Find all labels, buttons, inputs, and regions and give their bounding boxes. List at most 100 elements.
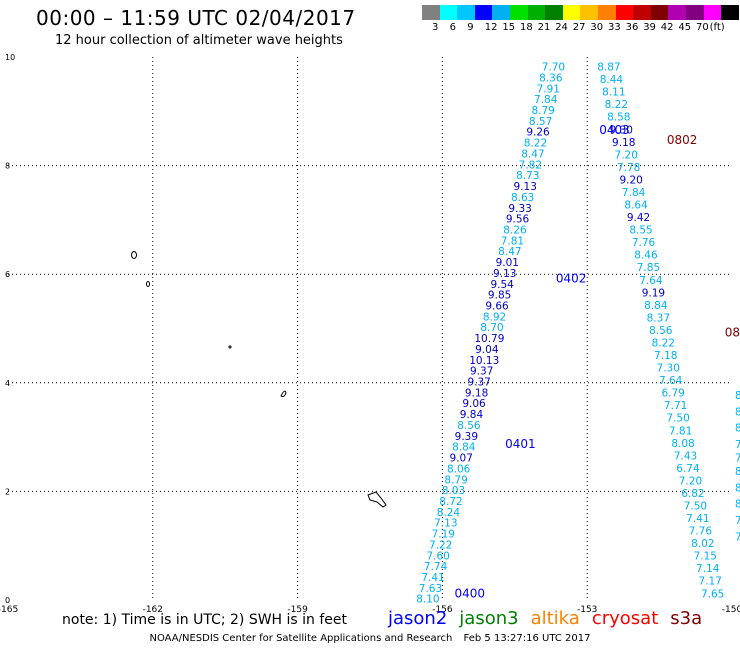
- s3a-value: 7.14: [696, 563, 720, 575]
- s3a-value: 7.17: [699, 576, 722, 588]
- s3a-value: 7.76: [689, 526, 713, 538]
- color-swatch: [633, 5, 651, 20]
- jason2-value: 8.24: [437, 507, 461, 519]
- jason2-value: 7.84: [534, 94, 558, 106]
- jason2-value: 8.70: [480, 322, 503, 334]
- s3a-value: 9.42: [627, 212, 650, 224]
- jason2-value: 7.60: [426, 550, 449, 562]
- color-swatch: [615, 5, 634, 20]
- jason2-value: 9.13: [514, 181, 537, 193]
- jason2-value: 8.79: [444, 474, 467, 486]
- jason2-value: 9.66: [485, 300, 509, 312]
- s3a-value: 7.50: [666, 413, 689, 425]
- color-scale-label: 12: [484, 22, 498, 33]
- x-tick-label: -150: [722, 605, 740, 615]
- y-tick-label: 2: [5, 487, 10, 496]
- jason2-value: 8.47: [498, 246, 521, 258]
- x-tick-label: -153: [577, 605, 597, 615]
- s3a-value: 7.64: [639, 275, 663, 287]
- color-swatch: [527, 5, 546, 20]
- s3a-value: 8.22: [605, 99, 628, 111]
- s3a-value: 7.85: [637, 262, 660, 274]
- jason2-value: 8.73: [516, 170, 539, 182]
- time-label: 0401: [505, 437, 536, 451]
- island-outline: [131, 251, 137, 259]
- jason2-value: 9.37: [467, 377, 490, 389]
- edge-value: 8: [735, 499, 740, 511]
- time-label: 0802: [667, 133, 698, 147]
- color-scale-label: 15: [502, 22, 516, 33]
- jason2-value: 9.06: [462, 398, 486, 410]
- color-scale-label: 42: [660, 22, 674, 33]
- s3a-value: 7.43: [674, 450, 697, 462]
- time-label: 0400: [454, 586, 485, 600]
- color-swatch: [703, 5, 722, 20]
- jason2-value: 9.85: [488, 290, 511, 302]
- s3a-value: 8.22: [652, 337, 675, 349]
- edge-value: 8: [735, 423, 740, 435]
- color-scale-label: 18: [520, 22, 533, 33]
- color-scale-label: 9: [467, 22, 474, 33]
- legend-jason3: jason3: [459, 608, 519, 629]
- jason2-value: 8.63: [511, 192, 534, 204]
- x-tick-label: -156: [432, 605, 453, 615]
- jason2-value: 9.37: [470, 366, 493, 378]
- jason2-value: 8.22: [524, 138, 547, 150]
- jason2-value: 9.33: [508, 203, 531, 215]
- color-swatch: [457, 5, 475, 20]
- jason2-value: 8.26: [503, 224, 527, 236]
- edge-value: 8: [735, 406, 740, 418]
- jason2-value: 8.72: [439, 496, 462, 508]
- edge-value: 7: [735, 515, 740, 527]
- agency-credit: NOAA/NESDIS Center for Satellite Applica…: [149, 633, 453, 644]
- edge-value: 7: [735, 531, 740, 543]
- color-swatch: [474, 5, 493, 20]
- chart-subtitle: 12 hour collection of altimeter wave hei…: [55, 33, 343, 48]
- color-scale-label: 27: [572, 22, 586, 33]
- s3a-value: 8.37: [647, 312, 670, 324]
- time-label: 0402: [556, 271, 587, 285]
- color-scale-label: 30: [590, 22, 604, 33]
- s3a-value: 8.58: [607, 112, 630, 124]
- color-swatch: [422, 5, 440, 20]
- s3a-value: 7.84: [622, 187, 646, 199]
- s3a-value: 7.71: [664, 400, 687, 412]
- edge-value: 7: [735, 453, 740, 465]
- color-swatch: [509, 5, 528, 20]
- s3a-value: 9.30: [610, 124, 633, 136]
- jason2-value: 8.03: [442, 485, 465, 497]
- s3a-value: 8.46: [634, 250, 658, 262]
- jason2-value: 7.63: [419, 583, 442, 595]
- y-tick-label: 0: [5, 596, 10, 605]
- s3a-value: 6.82: [681, 488, 704, 500]
- time-label: 0403: [599, 123, 630, 137]
- jason2-value: 10.79: [474, 333, 504, 345]
- s3a-value: 7.41: [686, 513, 709, 525]
- y-tick-label: 8: [5, 162, 10, 171]
- color-swatch: [668, 5, 686, 20]
- color-scale-label: 70: [696, 22, 709, 33]
- s3a-value: 7.78: [617, 162, 640, 174]
- edge-value: 8: [735, 390, 740, 402]
- legend-s3a: s3a: [670, 608, 703, 629]
- s3a-value: 9.20: [619, 174, 642, 186]
- jason2-value: 7.13: [434, 518, 457, 530]
- color-swatch: [721, 5, 739, 20]
- jason2-value: 9.01: [496, 257, 519, 269]
- color-scale-labels: 3 6 9 12 15 18 21 24 27 30 33 36 39 42 45 70 (ft): [422, 22, 732, 36]
- s3a-value: 7.20: [615, 149, 638, 161]
- color-swatch: [562, 5, 581, 20]
- color-scale-label: 21: [537, 22, 551, 33]
- legend-cryosat: cryosat: [591, 608, 659, 629]
- s3a-value: 7.81: [669, 425, 692, 437]
- color-scale-label: 3: [432, 22, 439, 33]
- jason2-value: 8.10: [416, 594, 439, 606]
- note-text: note: 1) Time is in UTC; 2) SWH is in fe…: [62, 612, 348, 628]
- color-scale-label: (ft): [709, 22, 725, 33]
- s3a-value: 8.56: [649, 325, 673, 337]
- jason2-value: 8.56: [457, 420, 481, 432]
- jason2-value: 9.26: [526, 127, 550, 139]
- color-scale-label: 24: [555, 22, 568, 33]
- s3a-value: 8.02: [691, 538, 714, 550]
